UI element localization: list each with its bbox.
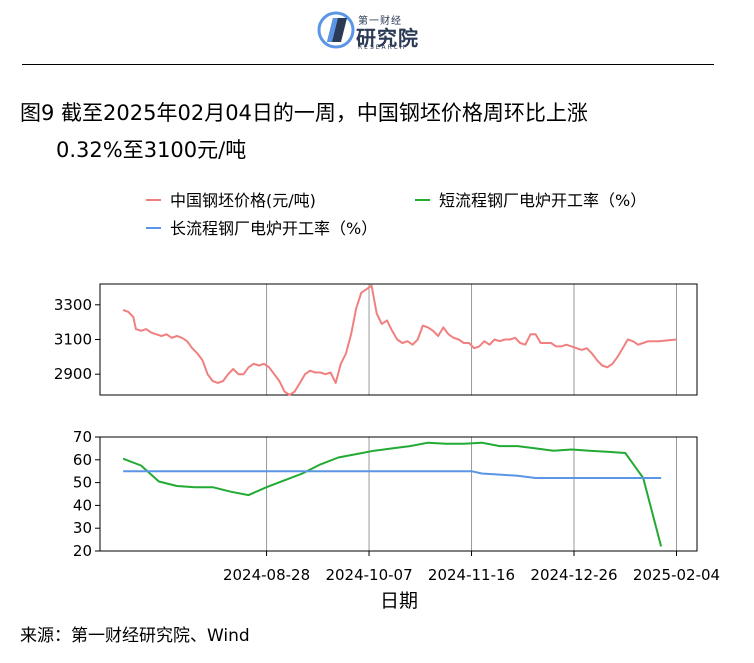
legend-label-price: 中国钢坯价格(元/吨) <box>170 191 316 210</box>
source-note: 来源：第一财经研究院、Wind <box>20 626 250 646</box>
x-tick-label: 2024-12-26 <box>530 566 617 584</box>
legend-label-long_process: 长流程钢厂电炉开工率（%） <box>170 219 377 238</box>
y-tick-label: 3100 <box>54 331 92 349</box>
y-tick-label: 3300 <box>54 296 92 314</box>
y-tick-label: 20 <box>73 542 92 560</box>
short_process-series-line <box>122 441 663 547</box>
legend: 中国钢坯价格(元/吨) 短流程钢厂电炉开工率（%） 长流程钢厂电炉开工率（%） <box>146 191 646 238</box>
x-tick-label: 2024-10-07 <box>325 566 412 584</box>
y-tick-label: 30 <box>73 519 92 537</box>
y-tick-label: 70 <box>73 428 92 446</box>
price-panel: 2900 3100 3300 <box>54 283 698 396</box>
x-tick-label: 2025-02-04 <box>633 566 720 584</box>
price-series-line <box>122 284 677 396</box>
y-tick-label: 60 <box>73 451 92 469</box>
y-tick-label: 40 <box>73 496 92 514</box>
x-tick-label: 2024-08-28 <box>223 566 310 584</box>
long_process-series-line <box>123 470 662 479</box>
legend-label-short_process: 短流程钢厂电炉开工率（%） <box>439 191 646 210</box>
logo-icon <box>317 11 355 49</box>
logo-sub-text: RESEARCH <box>358 44 407 51</box>
logo-main-text: 研究院 <box>356 26 419 50</box>
header-divider <box>22 64 714 65</box>
chart-title-line2: 0.32%至3100元/吨 <box>56 138 247 162</box>
x-tick-label: 2024-11-16 <box>428 566 515 584</box>
logo-top-text: 第一财经 <box>358 16 402 27</box>
y-tick-label: 50 <box>73 474 92 492</box>
x-axis-label: 日期 <box>380 590 418 612</box>
chart-title-line1: 图9 截至2025年02月04日的一周，中国钢坯价格周环比上涨 <box>20 101 588 125</box>
panel-frame <box>99 436 698 552</box>
x-axis: 2024-08-28 2024-10-07 2024-11-16 2024-12-26… <box>223 551 720 612</box>
logo: 第一财经 研究院 RESEARCH <box>316 6 446 54</box>
rates-panel: 20 30 40 50 60 70 <box>73 428 698 560</box>
y-tick-label: 2900 <box>54 365 92 383</box>
